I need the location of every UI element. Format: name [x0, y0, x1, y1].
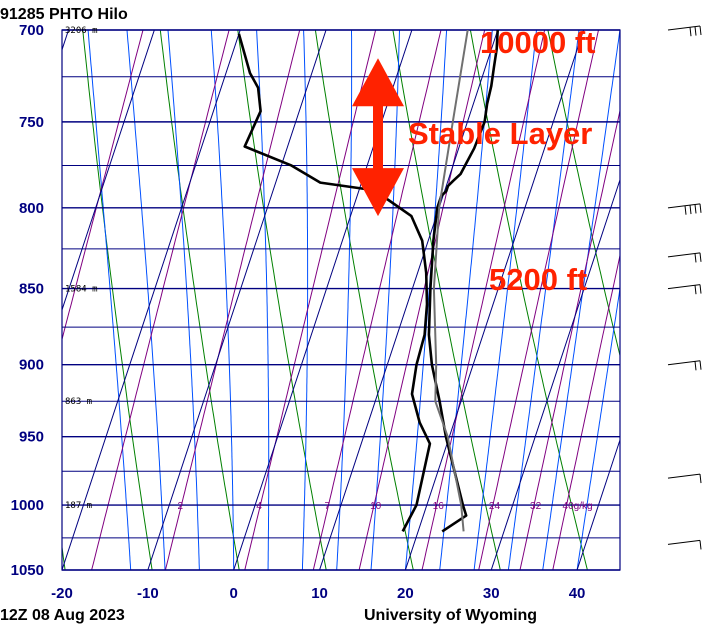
isotherm-line [62, 30, 241, 570]
mixing-ratio-label: 4 [256, 501, 262, 512]
temperature-tick-label: 40 [569, 585, 586, 602]
mixing-ratio-label: 40g/kg [563, 501, 593, 512]
isotherm-line [576, 438, 620, 570]
wind-barb-flag [699, 360, 702, 370]
mixing-ratio-line [91, 30, 230, 570]
wind-barb-flag [694, 361, 697, 371]
temperature-tick-label: 30 [483, 585, 500, 602]
pressure-tick-label: 1050 [11, 562, 44, 579]
mixing-ratio-line [421, 30, 546, 570]
height-label: 1584 m [65, 285, 98, 295]
pressure-tick-label: 800 [19, 200, 44, 217]
moist-adiabat-line [167, 30, 200, 570]
wind-barb-flag [694, 26, 697, 36]
pressure-tick-label: 900 [19, 357, 44, 374]
pressure-tick-label: 850 [19, 281, 44, 298]
temperature-tick-label: -20 [51, 585, 73, 602]
dry-adiabat-line [314, 30, 414, 570]
mixing-ratio-label: 24 [489, 501, 501, 512]
wind-barb-flag [694, 204, 697, 214]
wind-barb [667, 25, 702, 37]
wind-barb-flag [689, 27, 692, 37]
wind-barb-flag [699, 284, 702, 294]
height-label: 187 m [65, 501, 92, 511]
mixing-ratio-label: 32 [530, 501, 542, 512]
isotherm-line [490, 178, 620, 570]
wind-barb-flag [699, 25, 702, 36]
height-label: 863 m [65, 397, 92, 407]
moist-adiabat-line [256, 30, 270, 570]
station-title: 91285 PHTO Hilo [0, 6, 128, 23]
wind-barb-flag [699, 540, 702, 550]
pressure-tick-label: 750 [19, 114, 44, 131]
parcel-profile-line [432, 30, 469, 532]
isotherm-line [404, 30, 585, 570]
wind-barb [667, 360, 702, 371]
mixing-ratio-line [244, 30, 377, 570]
height-label: 3206 m [65, 26, 98, 36]
pressure-tick-label: 700 [19, 22, 44, 39]
mixing-ratio-line [552, 253, 620, 570]
source-credit: University of Wyoming [364, 607, 537, 624]
moist-adiabat-line [336, 30, 353, 570]
wind-barb [667, 473, 702, 484]
dry-adiabat-line [82, 30, 153, 570]
mixing-ratio-label: 16 [433, 501, 445, 512]
dry-adiabat-line [626, 30, 706, 570]
temperature-tick-label: 0 [230, 585, 238, 602]
temperature-tick-label: 20 [397, 585, 414, 602]
wind-barb-flag [694, 253, 697, 263]
mixing-ratio-line [62, 30, 144, 342]
moist-adiabat-line [301, 30, 309, 570]
isotherm-line [62, 30, 69, 52]
wind-barb-flag [689, 204, 692, 215]
isotherm-line [319, 30, 499, 570]
wind-barb [667, 539, 702, 550]
pressure-tick-label: 1000 [11, 497, 44, 514]
wind-barb-flag [684, 205, 687, 215]
stable-layer-arrow-up-head [352, 58, 404, 107]
wind-barb-shaft [667, 473, 701, 479]
wind-barb [667, 252, 702, 263]
isotherm-line [62, 30, 155, 312]
annotation-stable-layer: Stable Layer [408, 116, 592, 151]
dewpoint-profile-line [237, 33, 432, 533]
dry-adiabat-line [547, 30, 620, 358]
mixing-ratio-label: 2 [177, 501, 183, 512]
isotherm-line [663, 30, 706, 570]
stable-layer-arrow-down-head [352, 168, 404, 217]
wind-barb-shaft [667, 539, 701, 545]
wind-barb-flag [699, 252, 702, 262]
pressure-tick-label: 950 [19, 429, 44, 446]
moist-adiabat-line [542, 30, 620, 570]
dry-adiabat-line [159, 30, 240, 570]
moist-adiabat-line [210, 30, 235, 570]
moist-adiabat-line [507, 30, 580, 570]
temperature-profile-line [427, 30, 499, 533]
plot-frame [61, 29, 621, 571]
sounding-time: 12Z 08 Aug 2023 [0, 607, 125, 624]
wind-barb-flag [699, 203, 702, 213]
wind-barb-flag [699, 474, 702, 484]
mixing-ratio-label: 7 [325, 501, 331, 512]
isotherm-line [147, 30, 327, 570]
wind-barb [667, 203, 702, 215]
dry-adiabat-line [237, 30, 327, 570]
dry-adiabat-line [62, 543, 66, 570]
annotation-5200ft: 5200 ft [489, 262, 587, 297]
moist-adiabat-line [126, 30, 166, 570]
stable-layer-arrow-shaft [373, 102, 383, 173]
wind-barb-flag [694, 285, 697, 295]
moist-adiabat-line [576, 285, 620, 570]
temperature-tick-label: 10 [311, 585, 328, 602]
mixing-ratio-label: 10 [370, 501, 382, 512]
annotation-10000ft: 10000 ft [480, 25, 595, 60]
wind-barb [667, 284, 702, 295]
moist-adiabat-line [87, 30, 132, 570]
temperature-tick-label: -10 [137, 585, 159, 602]
